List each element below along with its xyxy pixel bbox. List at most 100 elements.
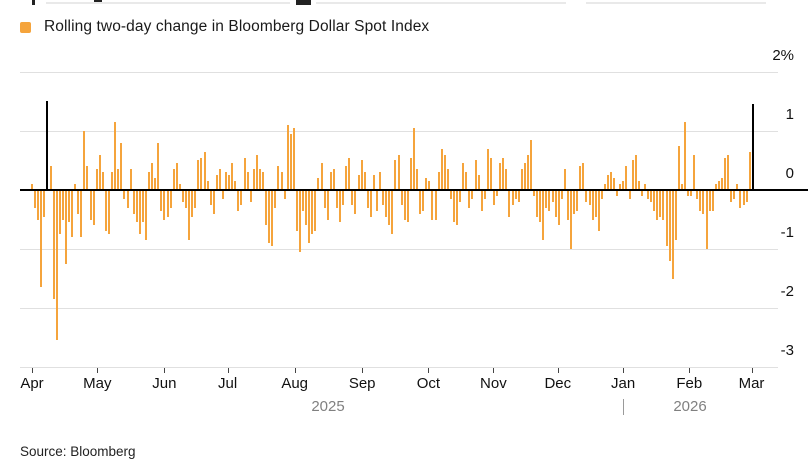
bar [517,190,520,202]
bar [647,190,649,199]
bar [665,190,668,246]
bar [363,172,366,190]
bar [597,190,600,231]
bar [342,190,345,205]
bar [610,172,612,190]
bar [449,190,452,199]
bar [83,131,86,190]
bar [49,166,52,190]
bar [228,175,231,190]
bar [530,140,532,190]
month-label: Dec [544,375,572,392]
bar [372,175,375,190]
y-axis-label: -3 [780,342,794,359]
bar [126,190,129,208]
gridline [20,131,778,132]
bar [265,190,268,225]
bar [499,163,502,190]
bar [357,175,360,190]
bar [585,190,588,202]
bar [209,190,212,205]
bar [311,190,314,234]
month-label: Mar [738,375,765,392]
bar [616,190,619,196]
legend: Rolling two-day change in Bloomberg Doll… [20,18,429,36]
bar [188,190,191,240]
highlighted-bar [46,101,49,190]
bar [539,190,542,222]
bar [520,169,523,190]
bar [255,155,258,190]
bar [385,190,388,217]
bar [702,190,705,214]
bar [323,190,326,208]
bar [730,190,733,202]
bar [212,190,215,214]
bar [456,190,458,225]
bar [434,190,437,220]
bar [98,155,101,190]
bar [422,190,425,211]
bar [640,190,643,196]
bar [628,190,631,199]
bar [289,134,292,190]
bar [104,190,107,231]
bar [684,122,686,190]
bar [271,190,274,246]
bar [536,190,539,217]
bar [409,158,412,190]
bar [286,125,289,190]
bar [218,169,221,190]
bar [231,163,234,190]
bar [64,190,67,264]
bar [43,190,46,217]
bar [332,169,335,190]
bar [308,190,311,243]
bar [687,190,689,196]
year-divider [622,399,625,415]
bar [52,190,55,299]
bar [560,190,563,199]
bar [120,143,123,190]
bar [551,190,554,202]
y-axis-label: -1 [780,224,794,241]
bar [215,175,218,190]
bar [40,190,43,287]
bar [111,172,114,190]
bar [653,190,656,211]
bar [403,190,406,220]
legend-label: Rolling two-day change in Bloomberg Doll… [44,18,430,35]
bar [634,155,637,190]
zero-axis-line [20,189,808,191]
year-label-2025: 2025 [311,398,345,415]
bar [37,190,40,220]
bar [671,190,674,279]
y-axis-label: -2 [780,283,794,300]
bar [157,143,160,190]
bar [206,181,209,190]
bar [650,190,653,202]
bar [185,190,187,208]
bar [748,152,751,190]
bar [295,190,298,231]
bar [148,172,150,190]
bar [745,190,748,202]
source-label: Source: Bloomberg [20,444,136,459]
bar [582,163,585,190]
gridline [20,367,778,368]
bar [563,169,566,190]
y-axis-label: 2% [772,47,794,64]
bar [576,190,579,211]
bar [249,190,252,202]
bar [486,149,489,190]
bar [391,190,394,234]
bar [166,190,169,217]
month-label: Jan [611,375,636,392]
bar [123,190,126,199]
bar [542,190,545,240]
bar [191,190,194,217]
bar [462,163,465,190]
bar [376,190,378,211]
bar [360,160,363,190]
